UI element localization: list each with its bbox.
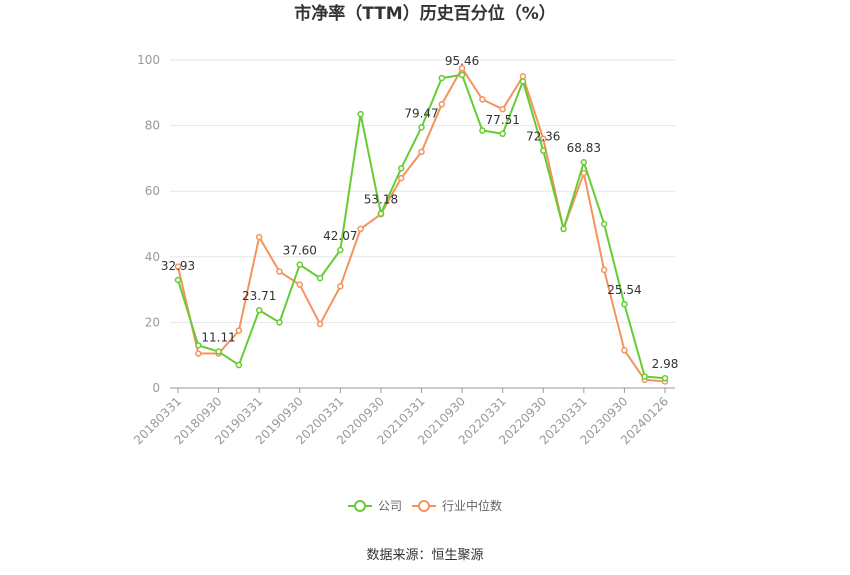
data-point — [499, 130, 506, 138]
source-note: 数据来源：恒生聚源 — [366, 548, 483, 563]
data-point — [235, 327, 243, 334]
data-point — [195, 342, 202, 349]
series-group — [174, 64, 669, 385]
data-label: 25.54 — [607, 283, 641, 297]
data-point — [600, 266, 608, 274]
data-point — [215, 348, 222, 355]
data-point — [296, 281, 303, 288]
data-label: 11.11 — [201, 331, 235, 345]
data-point — [479, 96, 486, 103]
data-label: 42.07 — [323, 229, 357, 243]
y-tick-label: 100 — [137, 53, 160, 67]
data-point — [418, 148, 425, 156]
legend-label: 行业中位数 — [442, 498, 502, 513]
y-tick-label: 80 — [145, 119, 160, 133]
data-point — [458, 64, 466, 72]
legend-marker — [418, 500, 430, 512]
data-point — [418, 124, 425, 131]
data-point — [337, 283, 344, 290]
legend[interactable]: 公司 行业中位数 — [348, 498, 502, 513]
data-point — [479, 127, 486, 134]
data-point — [255, 233, 263, 241]
data-point — [255, 306, 263, 314]
data-point — [316, 320, 324, 328]
data-label: 95.46 — [445, 54, 479, 68]
data-point — [377, 210, 385, 217]
series-line-0 — [177, 73, 666, 380]
data-label: 72.36 — [526, 130, 560, 144]
y-tick-label: 60 — [145, 184, 160, 198]
data-point — [397, 174, 405, 182]
data-point — [540, 147, 547, 154]
data-point — [621, 347, 628, 354]
data-point — [499, 105, 506, 113]
legend-marker — [354, 500, 366, 512]
data-label: 68.83 — [567, 141, 601, 155]
data-point — [337, 246, 344, 254]
data-point — [357, 110, 364, 118]
data-label: 2.98 — [652, 357, 679, 371]
data-label: 53.18 — [364, 193, 398, 207]
data-point — [316, 274, 324, 282]
data-point — [600, 220, 608, 228]
legend-label: 公司 — [378, 499, 402, 513]
data-point — [621, 300, 628, 308]
data-point — [458, 71, 466, 79]
data-point — [174, 276, 182, 284]
data-point — [276, 268, 283, 275]
legend-item-0[interactable]: 公司 — [348, 499, 402, 513]
data-point — [641, 373, 648, 380]
chart-title: 市净率（TTM）历史百分位（%） — [294, 3, 556, 24]
data-point — [438, 74, 446, 82]
data-label: 23.71 — [242, 289, 276, 303]
data-point — [661, 374, 669, 382]
data-point — [560, 225, 567, 233]
data-point — [296, 261, 303, 268]
data-label: 32.93 — [161, 259, 195, 273]
data-label: 79.47 — [404, 106, 438, 120]
x-axis: 2018033120180930201903312019093020200331… — [131, 387, 675, 447]
y-axis: 0 20 40 60 80 100 — [137, 53, 160, 395]
data-label: 37.60 — [283, 244, 317, 258]
y-tick-label: 40 — [145, 250, 160, 264]
data-point — [580, 158, 588, 166]
data-point — [174, 263, 182, 270]
y-tick-label: 0 — [152, 381, 160, 395]
data-point — [276, 319, 283, 326]
data-labels: 32.93 11.11 23.71 37.60 42.07 53.18 79.47 95.46… — [161, 54, 679, 371]
y-tick-label: 20 — [145, 315, 160, 329]
data-label: 77.51 — [485, 113, 519, 127]
data-point — [357, 225, 364, 233]
data-point — [438, 101, 446, 108]
legend-item-1[interactable]: 行业中位数 — [412, 498, 502, 513]
data-point — [397, 164, 405, 172]
data-point — [195, 350, 202, 357]
data-point — [519, 78, 527, 85]
data-point — [235, 361, 243, 369]
grid-lines — [170, 59, 675, 323]
